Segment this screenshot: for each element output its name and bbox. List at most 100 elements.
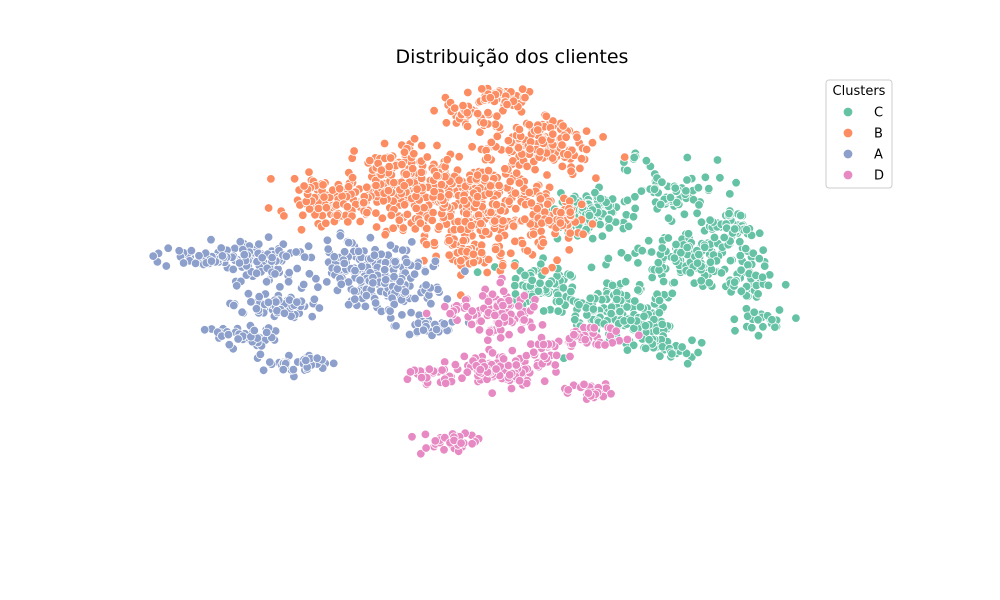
point-B [377,213,388,223]
point-B [459,195,469,206]
point-D [474,325,485,335]
point-A [237,307,247,317]
legend-title: Clusters [833,84,886,99]
point-D [527,322,537,333]
point-B [343,217,353,227]
point-C [754,253,765,264]
point-D [437,365,447,375]
point-C [553,306,563,316]
point-C [647,272,657,283]
point-A [246,297,256,307]
point-B [524,187,535,198]
point-C [565,270,576,280]
point-A [400,287,411,297]
point-A [389,299,399,310]
point-B [458,100,468,111]
point-C [725,255,736,266]
legend-label-D: D [874,169,884,184]
point-D [507,345,518,356]
point-B [399,200,410,210]
point-A [279,308,290,319]
point-B [541,111,552,122]
point-D [538,339,549,350]
point-C [672,197,682,208]
point-B [362,182,372,193]
point-C [704,183,714,194]
point-B [398,223,409,233]
point-B [477,84,487,94]
point-A [243,289,254,299]
point-A [194,251,204,261]
point-C [774,305,785,315]
point-D [504,329,514,340]
point-B [528,229,539,239]
point-B [289,174,300,184]
point-C [694,249,704,260]
legend-label-A: A [874,148,883,163]
point-B [472,170,483,180]
point-C [697,338,707,348]
point-A [398,245,408,255]
point-C [640,321,651,331]
point-C [663,213,674,223]
point-A [460,266,470,276]
point-D [565,351,575,362]
point-A [217,251,228,261]
point-A [163,243,173,253]
point-D [551,350,562,361]
point-D [622,334,633,345]
point-B [581,126,592,136]
point-B [421,239,432,250]
point-B [342,202,353,212]
point-C [749,307,759,318]
point-A [343,300,354,310]
point-B [475,127,485,137]
point-B [399,181,409,191]
point-B [530,164,540,175]
point-A [406,307,416,318]
point-C [641,343,651,354]
point-B [540,266,550,276]
point-B [500,164,510,174]
point-A [421,280,431,290]
point-D [487,388,497,398]
point-B [299,181,309,191]
chart-title: Distribuição dos clientes [396,46,629,68]
point-D [516,325,527,335]
point-C [626,315,636,326]
point-B [355,216,365,227]
point-B [394,215,405,225]
point-A [284,267,294,278]
point-C [704,278,714,288]
point-A [322,235,333,246]
point-A [161,261,172,271]
point-C [730,224,740,234]
point-A [329,252,340,262]
point-B [450,103,460,113]
point-D [539,351,549,362]
point-C [791,313,801,323]
point-B [436,179,447,190]
point-C [657,319,668,330]
point-B [503,135,514,146]
point-A [385,240,396,251]
point-C [665,192,676,203]
point-C [641,155,652,166]
point-D [476,316,486,326]
point-C [729,277,740,287]
point-C [635,302,646,312]
point-B [444,250,454,260]
point-B [479,118,489,128]
point-B [416,167,427,178]
point-C [677,342,687,352]
point-C [670,183,681,193]
series-B [263,83,630,300]
point-C [705,257,716,267]
point-B [505,176,515,187]
point-B [468,249,479,260]
point-C [767,315,777,325]
point-C [657,243,667,253]
point-B [552,255,562,265]
point-B [557,140,567,150]
point-D [519,315,529,325]
